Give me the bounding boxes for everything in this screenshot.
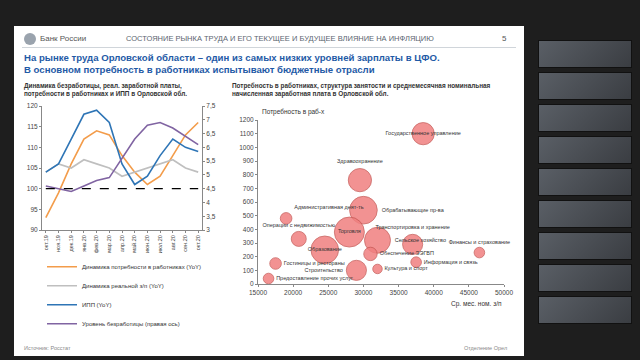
svg-text:3,5: 3,5	[206, 212, 215, 219]
svg-text:мар.20: мар.20	[106, 235, 112, 253]
svg-text:Динамика реальной з/п (YoY): Динамика реальной з/п (YoY)	[82, 283, 164, 289]
svg-text:1200: 1200	[239, 116, 254, 123]
svg-text:95: 95	[30, 206, 38, 213]
html-text:Источник: Росстат: Источник: Росстат	[24, 345, 71, 351]
svg-text:янв.20: янв.20	[81, 235, 87, 252]
html-text:На рынке труда Орловской облас: На рынке труда Орловской области – один …	[24, 52, 440, 63]
svg-text:50000: 50000	[495, 289, 513, 296]
svg-text:20000: 20000	[284, 289, 302, 296]
svg-text:5: 5	[206, 171, 210, 178]
svg-text:Образование: Образование	[308, 246, 342, 252]
svg-text:400: 400	[243, 226, 254, 233]
svg-text:105: 105	[27, 164, 38, 171]
html-text:5: 5	[502, 34, 507, 43]
html-text:В основном потребность в работ: В основном потребность в работниках испы…	[24, 64, 375, 75]
svg-text:Государственное управление: Государственное управление	[386, 130, 461, 136]
svg-text:окт.19: окт.19	[43, 235, 49, 250]
svg-text:окт.20: окт.20	[195, 235, 201, 250]
svg-text:Административная деят-ть: Административная деят-ть	[294, 204, 363, 210]
svg-text:115: 115	[27, 123, 38, 130]
svg-text:200: 200	[243, 253, 254, 260]
svg-text:800: 800	[243, 171, 254, 178]
svg-text:4: 4	[206, 199, 210, 206]
svg-text:0: 0	[250, 280, 254, 287]
svg-text:Культура и спорт: Культура и спорт	[384, 265, 428, 271]
svg-text:700: 700	[243, 185, 254, 192]
svg-text:фев.20: фев.20	[93, 235, 99, 253]
svg-text:7: 7	[206, 116, 210, 123]
svg-text:июн.20: июн.20	[144, 235, 150, 253]
svg-text:дек.19: дек.19	[68, 235, 74, 251]
svg-text:Обрабатывающие пр-ва: Обрабатывающие пр-ва	[382, 207, 445, 213]
svg-text:120: 120	[27, 102, 38, 109]
svg-text:30000: 30000	[354, 289, 372, 296]
svg-text:35000: 35000	[390, 289, 408, 296]
svg-text:Финансы и страхование: Финансы и страхование	[449, 239, 510, 245]
html-text:Отделение Орел: Отделение Орел	[464, 345, 508, 351]
svg-text:Предоставление прочих услуг: Предоставление прочих услуг	[276, 275, 353, 281]
svg-text:Потребность в раб-х: Потребность в раб-х	[262, 108, 325, 116]
svg-text:100: 100	[27, 185, 38, 192]
svg-text:7,5: 7,5	[206, 102, 215, 109]
svg-text:600: 600	[243, 198, 254, 205]
svg-text:40000: 40000	[425, 289, 443, 296]
svg-text:июл.20: июл.20	[157, 235, 163, 253]
svg-text:Строительство: Строительство	[305, 267, 343, 273]
svg-text:Гостиницы и рестораны: Гостиницы и рестораны	[284, 260, 345, 266]
svg-text:900: 900	[243, 157, 254, 164]
html-text:Потребность в работниках, стру: Потребность в работниках, структура заня…	[232, 82, 491, 97]
svg-text:апр.20: апр.20	[119, 235, 125, 252]
svg-text:Операции с недвижимостью: Операции с недвижимостью	[262, 222, 335, 228]
svg-text:Сельское хозяйство: Сельское хозяйство	[395, 237, 446, 243]
svg-text:Информация и связь: Информация и связь	[424, 259, 478, 265]
svg-text:1100: 1100	[240, 130, 254, 137]
svg-text:6: 6	[206, 144, 210, 151]
svg-text:1000: 1000	[239, 144, 254, 151]
svg-text:Транспортировка и хранение: Транспортировка и хранение	[375, 224, 449, 230]
svg-text:сен.20: сен.20	[182, 235, 188, 252]
svg-text:25000: 25000	[319, 289, 337, 296]
svg-text:6,5: 6,5	[206, 130, 215, 137]
html-text:Динамика безработицы, реал. за: Динамика безработицы, реал. заработной п…	[24, 82, 188, 97]
svg-text:Уровень безработицы (правая ос: Уровень безработицы (правая ось)	[82, 321, 180, 327]
svg-text:авг.20: авг.20	[170, 235, 176, 250]
svg-text:500: 500	[243, 212, 254, 219]
svg-text:90: 90	[30, 226, 38, 233]
svg-text:3: 3	[206, 226, 210, 233]
svg-text:5,5: 5,5	[206, 157, 215, 164]
svg-text:ИПП (YoY): ИПП (YoY)	[82, 302, 111, 308]
svg-text:45000: 45000	[460, 289, 478, 296]
svg-text:Динамика потребности в работни: Динамика потребности в работниках (YoY)	[82, 264, 201, 270]
svg-text:Ср. мес. ном. з/п: Ср. мес. ном. з/п	[451, 300, 502, 308]
svg-text:Здравоохранение: Здравоохранение	[337, 158, 383, 164]
svg-text:Торговля: Торговля	[338, 228, 361, 234]
html-text:Банк России: Банк России	[40, 34, 87, 43]
html-text:СОСТОЯНИЕ РЫНКА ТРУДА И ЕГО ТЕ: СОСТОЯНИЕ РЫНКА ТРУДА И ЕГО ТЕКУЩЕЕ И БУ…	[126, 34, 434, 43]
svg-text:15000: 15000	[249, 289, 267, 296]
svg-text:4,5: 4,5	[206, 185, 215, 192]
svg-text:110: 110	[27, 144, 38, 151]
svg-text:300: 300	[243, 239, 254, 246]
svg-text:ноя.19: ноя.19	[55, 235, 61, 252]
svg-text:май.20: май.20	[131, 235, 137, 253]
svg-text:100: 100	[243, 267, 254, 274]
svg-text:Обеспечение ЭЭГВП: Обеспечение ЭЭГВП	[380, 250, 434, 256]
